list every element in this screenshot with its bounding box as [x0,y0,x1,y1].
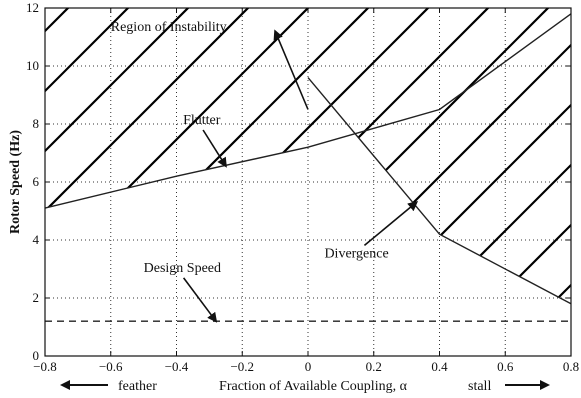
hatch-line [359,8,571,304]
x-tick-label: 0 [305,359,312,374]
y-tick-label: 10 [26,58,39,73]
hatch-line [239,8,571,304]
hatch-line [119,8,541,304]
annotation-arrow [363,201,419,247]
annotations: Region of Instability Flutter Divergence De… [60,20,550,390]
hatch-line [59,8,481,304]
y-tick-label: 12 [26,0,39,15]
annotation-label: Design Speed [144,261,221,276]
annotation-arrow [202,129,227,168]
hatch-line [299,8,571,304]
x-tick-label: −0.4 [165,359,189,374]
axes [44,7,572,357]
hatch-line [45,8,301,304]
series-line-flutter [44,13,572,209]
tick-labels: −0.8 −0.6 −0.4 −0.2 0 0.2 0.4 0.6 0.8 0 2 4 6 8 10 12 [26,0,579,374]
x-tick-label: 0.8 [563,359,579,374]
series-line-divergence [307,77,572,305]
stall-label: stall [468,379,491,394]
grid [45,8,571,356]
y-tick-label: 4 [33,232,40,247]
x-axis-title: Fraction of Available Coupling, α [219,379,408,394]
annotation-arrow [273,29,309,110]
annotation-label: Flutter [183,113,221,128]
x-tick-label: 0.4 [431,359,448,374]
x-tick-label: −0.2 [230,359,254,374]
instability-hatching [45,8,571,304]
hatch-line [45,8,121,304]
hatch-line [179,8,571,304]
hatch-line [45,8,361,304]
y-axis-title: Rotor Speed (Hz) [8,130,23,234]
hatch-line [45,8,421,304]
annotation-label: Region of Instability [111,20,227,35]
y-tick-label: 8 [33,116,40,131]
annotation-label: Divergence [324,246,388,261]
hatch-line [45,8,181,304]
series-lines [44,13,572,322]
x-tick-label: −0.8 [33,359,57,374]
hatch-line [479,8,571,304]
x-tick-label: −0.6 [99,359,123,374]
x-tick-label: 0.2 [366,359,382,374]
hatch-line [45,8,241,304]
annotation-arrow [182,277,218,323]
y-tick-label: 0 [33,348,40,363]
y-tick-label: 6 [33,174,40,189]
x-tick-label: 0.6 [497,359,514,374]
feather-label: feather [118,379,157,394]
y-tick-label: 2 [33,290,40,305]
